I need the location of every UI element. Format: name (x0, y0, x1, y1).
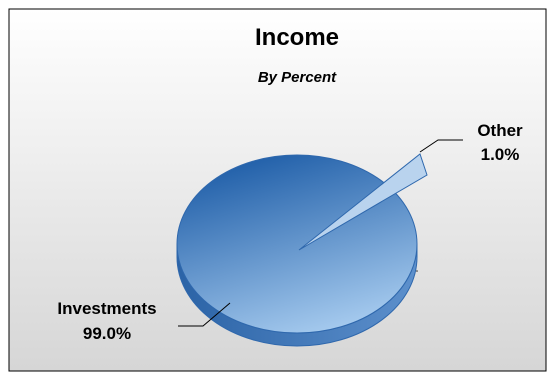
slice-label-other-value: 1.0% (481, 145, 520, 164)
stray-dot (416, 270, 418, 272)
slice-label-investments-name: Investments (57, 299, 156, 318)
pie-slice-investments (176, 154, 418, 334)
slice-label-investments-value: 99.0% (83, 324, 131, 343)
pie-slice-other (298, 153, 428, 251)
leader-line-other (419, 139, 463, 153)
leader-line-investments (178, 302, 231, 327)
slice-label-other-name: Other (477, 121, 523, 140)
chart-title: Income (255, 24, 339, 51)
chart-subtitle: By Percent (258, 69, 337, 86)
